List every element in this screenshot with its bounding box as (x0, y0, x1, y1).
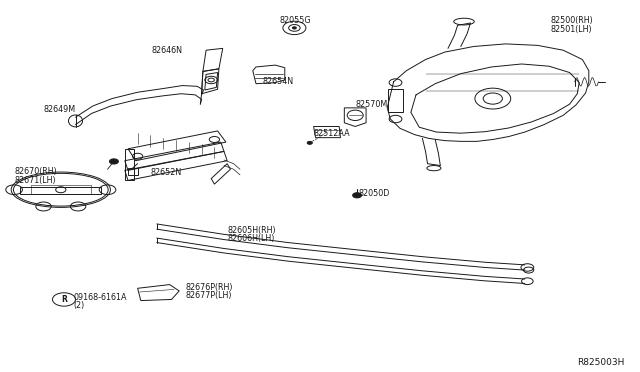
Text: 82646N: 82646N (152, 46, 182, 55)
Text: 82654N: 82654N (262, 77, 294, 86)
Text: 09168-6161A: 09168-6161A (74, 293, 127, 302)
Text: 82605H(RH): 82605H(RH) (227, 226, 276, 235)
Text: 82676P(RH): 82676P(RH) (186, 283, 233, 292)
Text: 82570M: 82570M (355, 100, 387, 109)
Text: 82050D: 82050D (358, 189, 390, 198)
Text: R: R (61, 295, 67, 304)
Text: 82606H(LH): 82606H(LH) (227, 234, 275, 243)
Text: 82649M: 82649M (44, 105, 76, 114)
Circle shape (353, 193, 362, 198)
Text: 82512AA: 82512AA (314, 129, 350, 138)
Text: 82671(LH): 82671(LH) (14, 176, 56, 185)
Text: 82501(LH): 82501(LH) (550, 25, 592, 34)
Text: (2): (2) (74, 301, 85, 310)
Circle shape (292, 27, 296, 29)
Text: 82677P(LH): 82677P(LH) (186, 291, 232, 300)
Text: 82500(RH): 82500(RH) (550, 16, 593, 25)
Text: R825003H: R825003H (577, 358, 624, 367)
Circle shape (307, 141, 312, 144)
Text: 82055G: 82055G (280, 16, 312, 25)
Circle shape (109, 159, 118, 164)
Text: 82652N: 82652N (150, 169, 182, 177)
Text: 82670(RH): 82670(RH) (14, 167, 57, 176)
